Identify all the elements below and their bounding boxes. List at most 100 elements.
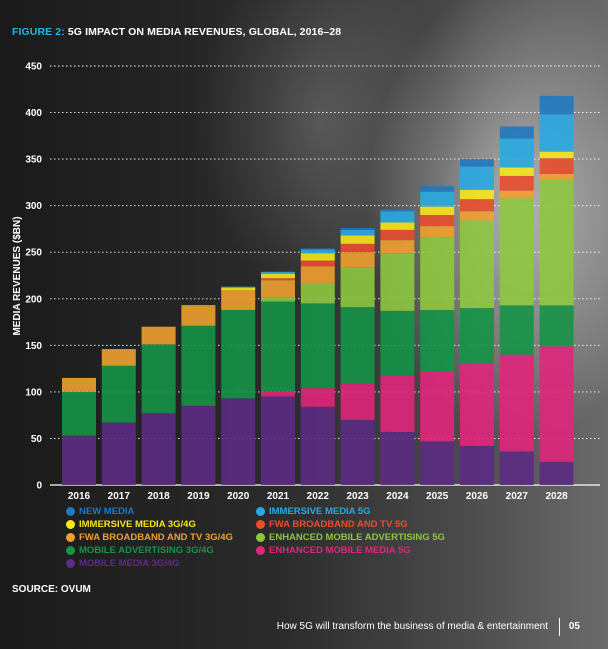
- bar-segment-mobile-media-3g-4g-2023: [340, 419, 375, 485]
- figure-label: FIGURE 2:: [12, 26, 65, 38]
- bar-segment-mobile-media-3g-4g-2021: [261, 396, 295, 485]
- bar-segment-mobile-advertising-3g-4g-2027: [499, 305, 534, 355]
- bar-segment-mobile-media-3g-4g-2020: [221, 398, 256, 485]
- bar-segment-enhanced-mobile-advertising-5g-2028: [539, 179, 574, 306]
- legend-item: IMMERSIVE MEDIA 5G: [256, 506, 486, 517]
- x-tick-label: 2027: [506, 491, 529, 502]
- y-tick-label: 350: [25, 155, 42, 166]
- page-number: 05: [568, 621, 580, 632]
- legend-label: NEW MEDIA: [79, 506, 135, 517]
- bar-segment-immersive-media-5g-2022: [300, 249, 335, 254]
- bar-segment-mobile-media-3g-4g-2028: [539, 461, 574, 485]
- bar-segment-enhanced-mobile-advertising-5g-2026: [460, 220, 494, 309]
- bar-segment-mobile-advertising-3g-4g-2016: [62, 391, 96, 436]
- legend-swatch-icon: [66, 507, 75, 516]
- bar-segment-fwa-broadband-and-tv-3g-4g-2021: [261, 280, 295, 298]
- bar-stack-2023: [340, 228, 375, 485]
- x-tick-label: 2022: [307, 491, 330, 502]
- legend-label: MOBILE ADVERTISING 3G/4G: [79, 545, 214, 556]
- bar-segment-mobile-advertising-3g-4g-2018: [141, 344, 176, 414]
- legend-swatch-icon: [256, 546, 265, 555]
- x-tick-label: 2017: [108, 491, 131, 502]
- bar-stack-2016: [62, 377, 96, 485]
- legend-item: MOBILE MEDIA 3G/4G: [66, 558, 256, 569]
- bar-stack-2027: [499, 126, 534, 485]
- legend-swatch-icon: [256, 520, 265, 529]
- y-tick-label: 0: [36, 481, 42, 492]
- bar-segment-fwa-broadband-and-tv-3g-4g-2018: [141, 326, 176, 345]
- bar-segment-mobile-advertising-3g-4g-2022: [300, 303, 335, 389]
- footer-caption: How 5G will transform the business of me…: [276, 621, 548, 632]
- legend-item: IMMERSIVE MEDIA 3G/4G: [66, 519, 256, 530]
- bar-segment-immersive-media-3g-4g-2024: [380, 222, 415, 230]
- bar-segment-fwa-broadband-and-tv-5g-2021: [261, 278, 295, 281]
- bar-segment-mobile-advertising-3g-4g-2026: [460, 308, 494, 364]
- bar-series: [62, 95, 574, 485]
- bar-segment-fwa-broadband-and-tv-5g-2028: [539, 158, 574, 175]
- x-tick-label: 2018: [147, 491, 170, 502]
- bar-segment-immersive-media-5g-2024: [380, 211, 415, 223]
- bar-stack-2026: [460, 159, 494, 485]
- bar-segment-mobile-advertising-3g-4g-2023: [340, 307, 375, 384]
- bar-segment-fwa-broadband-and-tv-5g-2023: [340, 243, 375, 253]
- bar-segment-mobile-advertising-3g-4g-2024: [380, 310, 415, 376]
- bar-segment-immersive-media-3g-4g-2028: [539, 151, 574, 159]
- x-tick-label: 2020: [227, 491, 250, 502]
- legend-label: ENHANCED MOBILE ADVERTISING 5G: [269, 532, 445, 543]
- bar-segment-new-media-2024: [380, 209, 415, 212]
- bar-segment-enhanced-mobile-media-5g-2023: [340, 383, 375, 420]
- bar-segment-mobile-media-3g-4g-2024: [380, 431, 415, 485]
- bar-segment-fwa-broadband-and-tv-3g-4g-2019: [181, 306, 216, 326]
- bar-segment-mobile-advertising-3g-4g-2021: [261, 301, 295, 392]
- y-tick-label: 450: [25, 62, 42, 73]
- bar-segment-mobile-media-3g-4g-2022: [300, 406, 335, 485]
- bar-segment-enhanced-mobile-media-5g-2025: [420, 371, 455, 442]
- x-tick-label: 2023: [346, 491, 369, 502]
- bar-segment-fwa-broadband-and-tv-3g-4g-2017: [101, 349, 136, 366]
- bar-segment-enhanced-mobile-advertising-5g-2024: [380, 253, 415, 311]
- bar-segment-immersive-media-3g-4g-2023: [340, 235, 375, 244]
- bar-segment-fwa-broadband-and-tv-3g-4g-2024: [380, 240, 415, 254]
- bar-segment-enhanced-mobile-advertising-5g-2021: [261, 297, 295, 302]
- x-tick-label: 2019: [187, 491, 210, 502]
- bar-segment-mobile-advertising-3g-4g-2020: [221, 309, 256, 399]
- bar-segment-enhanced-mobile-media-5g-2024: [380, 375, 415, 432]
- bar-segment-immersive-media-5g-2025: [420, 191, 455, 207]
- bar-segment-immersive-media-5g-2021: [261, 271, 295, 274]
- bar-segment-enhanced-mobile-advertising-5g-2027: [499, 198, 534, 306]
- x-tick-label: 2024: [386, 491, 409, 502]
- y-tick-label: 50: [31, 434, 43, 445]
- legend-label: IMMERSIVE MEDIA 3G/4G: [79, 519, 196, 530]
- bar-segment-immersive-media-3g-4g-2020: [221, 287, 256, 291]
- bar-segment-fwa-broadband-and-tv-5g-2025: [420, 214, 455, 227]
- y-tick-label: 400: [25, 108, 42, 119]
- bar-segment-immersive-media-5g-2020: [221, 286, 256, 288]
- legend-item: MOBILE ADVERTISING 3G/4G: [66, 545, 256, 556]
- y-tick-label: 100: [25, 387, 42, 398]
- bar-segment-fwa-broadband-and-tv-3g-4g-2022: [300, 266, 335, 283]
- x-tick-label: 2026: [466, 491, 489, 502]
- bar-segment-mobile-media-3g-4g-2026: [460, 445, 494, 485]
- legend-label: FWA BROADBAND AND TV 3G/4G: [79, 532, 233, 543]
- x-tick-label: 2016: [68, 491, 91, 502]
- legend-swatch-icon: [66, 559, 75, 568]
- bar-segment-immersive-media-3g-4g-2019: [181, 305, 216, 307]
- legend-swatch-icon: [256, 507, 265, 516]
- bar-segment-immersive-media-5g-2027: [499, 138, 534, 168]
- stacked-bar-chart: 0 50 100 150 200 250 300 350 400 450 2016 2017 2018…: [12, 62, 600, 502]
- bar-segment-fwa-broadband-and-tv-5g-2024: [380, 229, 415, 241]
- bar-segment-immersive-media-3g-4g-2026: [460, 189, 494, 200]
- bar-segment-new-media-2028: [539, 95, 574, 115]
- legend-label: IMMERSIVE MEDIA 5G: [269, 506, 371, 517]
- bar-stack-2024: [380, 209, 415, 485]
- legend-label: FWA BROADBAND AND TV 5G: [269, 519, 408, 530]
- bar-stack-2028: [539, 95, 574, 485]
- bar-stack-2020: [221, 286, 256, 485]
- bar-segment-enhanced-mobile-advertising-5g-2022: [300, 282, 335, 304]
- bar-segment-enhanced-mobile-media-5g-2021: [261, 391, 295, 397]
- x-tick-label: 2025: [426, 491, 449, 502]
- legend-item: NEW MEDIA: [66, 506, 256, 517]
- bar-segment-immersive-media-3g-4g-2021: [261, 273, 295, 279]
- bar-stack-2019: [181, 305, 216, 485]
- y-tick-labels: 0 50 100 150 200 250 300 350 400 450: [25, 62, 42, 492]
